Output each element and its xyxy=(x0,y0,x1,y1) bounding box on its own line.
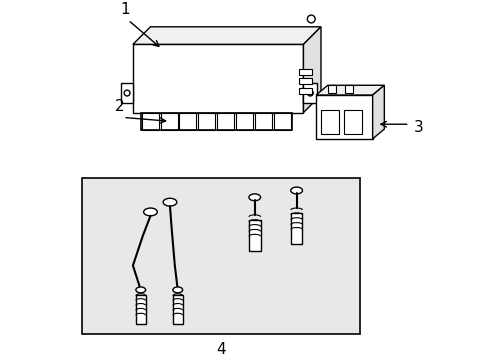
Text: 4: 4 xyxy=(216,342,225,356)
Ellipse shape xyxy=(143,208,157,216)
Polygon shape xyxy=(303,27,320,113)
Text: 3: 3 xyxy=(413,120,423,135)
Polygon shape xyxy=(179,113,196,130)
Bar xyxy=(290,213,302,244)
Bar xyxy=(327,85,335,93)
Polygon shape xyxy=(303,83,316,103)
Bar xyxy=(248,220,260,251)
Polygon shape xyxy=(133,44,303,113)
Ellipse shape xyxy=(136,287,145,293)
Bar xyxy=(141,113,291,130)
Bar xyxy=(82,178,359,334)
Circle shape xyxy=(124,90,130,96)
Polygon shape xyxy=(315,95,372,139)
Polygon shape xyxy=(198,113,215,130)
Bar xyxy=(136,295,145,324)
Polygon shape xyxy=(133,27,320,44)
Bar xyxy=(298,69,311,75)
Polygon shape xyxy=(236,113,252,130)
Bar xyxy=(298,78,311,84)
Bar xyxy=(344,109,361,134)
Polygon shape xyxy=(142,113,158,130)
Polygon shape xyxy=(372,85,384,139)
Bar xyxy=(345,85,352,93)
Bar xyxy=(320,109,338,134)
Polygon shape xyxy=(254,113,271,130)
Ellipse shape xyxy=(173,287,182,293)
Polygon shape xyxy=(121,83,133,103)
Ellipse shape xyxy=(290,187,302,194)
Polygon shape xyxy=(160,113,177,130)
Polygon shape xyxy=(273,113,290,130)
Bar xyxy=(173,295,182,324)
Ellipse shape xyxy=(248,194,260,201)
Text: 2: 2 xyxy=(114,99,124,114)
Polygon shape xyxy=(315,85,384,95)
Bar xyxy=(298,88,311,94)
Circle shape xyxy=(307,15,314,23)
Polygon shape xyxy=(217,113,234,130)
Circle shape xyxy=(307,90,312,96)
Text: 1: 1 xyxy=(120,2,130,17)
Ellipse shape xyxy=(163,198,177,206)
